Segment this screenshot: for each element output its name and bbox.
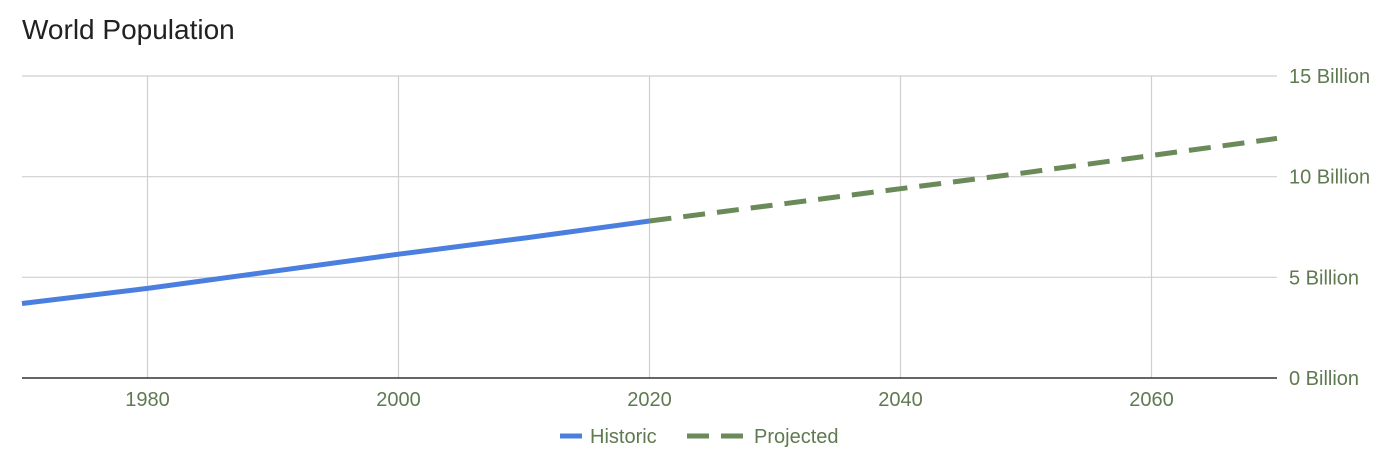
y-tick-label: 0 Billion xyxy=(1289,368,1359,390)
y-tick-label: 10 Billion xyxy=(1289,167,1370,189)
x-tick-label: 2000 xyxy=(376,389,421,411)
chart-title: World Population xyxy=(22,14,235,45)
series-line-historic xyxy=(21,218,650,306)
y-tick-label: 15 Billion xyxy=(1289,66,1370,88)
legend-label-projected: Projected xyxy=(754,426,839,448)
series-line-projected xyxy=(649,135,1278,224)
x-tick-label: 2040 xyxy=(878,389,923,411)
x-tick-label: 1980 xyxy=(125,389,170,411)
legend: Historic Projected xyxy=(560,426,839,448)
grid-lines xyxy=(22,75,1277,378)
series-lines xyxy=(21,135,1278,306)
axes: 0 Billion 5 Billion 10 Billion 15 Billion 19… xyxy=(22,66,1370,411)
x-tick-label: 2060 xyxy=(1129,389,1174,411)
legend-label-historic: Historic xyxy=(590,426,657,448)
y-tick-label: 5 Billion xyxy=(1289,267,1359,289)
x-tick-label: 2020 xyxy=(627,389,672,411)
